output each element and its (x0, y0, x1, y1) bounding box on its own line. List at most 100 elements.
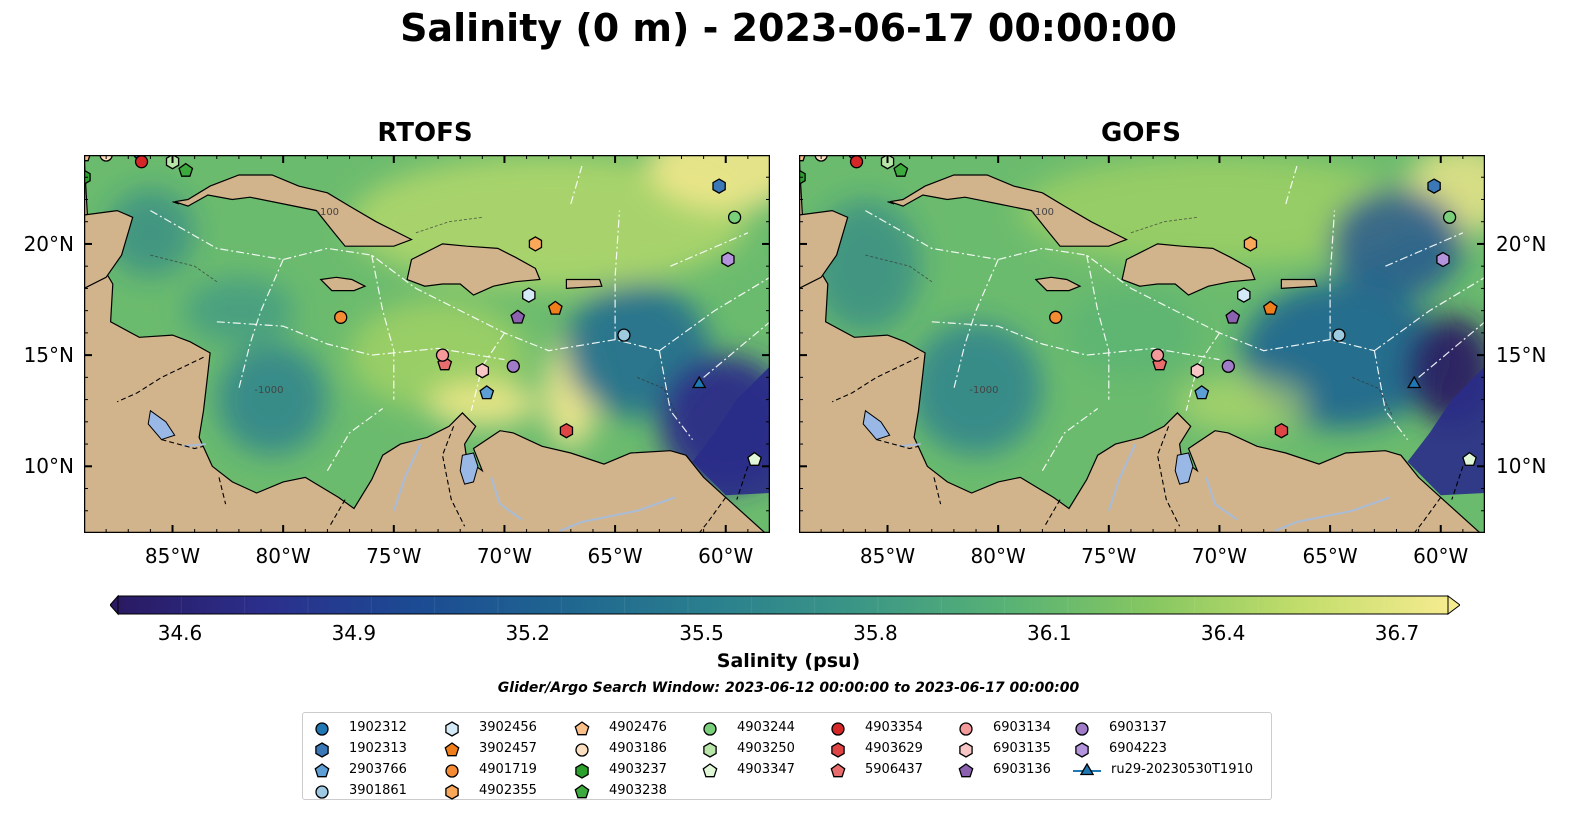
legend-item-6903136: 6903136 (957, 759, 1051, 780)
float-marker-6903135 (475, 362, 490, 379)
eez-boundary (570, 165, 583, 205)
eez-boundary (1418, 321, 1485, 378)
float-marker-3901861 (1332, 328, 1346, 342)
country-border (329, 499, 346, 527)
eez-boundary (371, 254, 395, 400)
legend-symbol (315, 721, 329, 736)
search-window-text: Glider/Argo Search Window: 2023-06-12 00… (497, 680, 1080, 696)
legend-label: 6903134 (993, 720, 1051, 735)
legend-label: 4903250 (737, 741, 795, 756)
float-marker-6904223 (721, 251, 735, 268)
river (490, 477, 523, 521)
legend-symbol (830, 762, 846, 777)
float-marker-4903629 (1274, 422, 1289, 439)
legend-label: 4903347 (737, 762, 795, 777)
legend-label: ru29-20230530T1910 (1111, 762, 1254, 777)
legend-marker-icon (445, 720, 459, 737)
float-marker-2903766 (479, 385, 495, 400)
lat-tick-label-right: 10°N (1496, 454, 1547, 479)
legend-item-6903134: 6903134 (957, 717, 1051, 738)
land-westland (799, 155, 1485, 533)
legend-symbol (575, 762, 589, 779)
legend-symbol (958, 762, 974, 777)
legend-item-3901861: 3901861 (313, 780, 407, 801)
salinity-patch (216, 344, 328, 456)
legend-label: 4903186 (609, 741, 667, 756)
legend-item-6903135: 6903135 (957, 738, 1051, 759)
legend-item-4903237: 4903237 (573, 759, 667, 780)
legend-label: 4903354 (865, 720, 923, 735)
river (1205, 477, 1238, 521)
eez-boundary (150, 210, 660, 352)
legend-item-4903238: 4903238 (573, 780, 667, 801)
legend-symbol (702, 762, 718, 777)
land-jamaica (1034, 276, 1082, 292)
float-marker-3901861 (617, 328, 631, 342)
lon-tick-label: 65°W (587, 544, 643, 568)
eez-boundary (1086, 254, 1110, 400)
legend-item-5906437: 5906437 (829, 759, 923, 780)
lat-tick-label-left: 15°N (23, 343, 74, 368)
float-marker-6903135 (1190, 362, 1205, 379)
float-marker-3902456 (1237, 287, 1251, 303)
legend-marker-icon (1073, 762, 1101, 775)
legend-label: 4902355 (479, 783, 537, 798)
bathymetry-contour (865, 254, 933, 283)
eez-boundary (1285, 165, 1298, 205)
legend-marker-icon (574, 783, 590, 798)
legend-item-3902456: 3902456 (443, 717, 537, 738)
float-marker-4903244 (727, 210, 742, 224)
legend-label: 4903237 (609, 762, 667, 777)
eez-boundary (238, 259, 284, 389)
bathymetry-contour (1130, 216, 1198, 234)
legend-label: 6903135 (993, 741, 1051, 756)
country-border (161, 439, 204, 450)
salinity-patch (1330, 188, 1463, 300)
land-yucatan (84, 155, 134, 290)
eez-boundary (931, 321, 1220, 361)
country-border (698, 497, 727, 533)
legend-marker-icon (574, 720, 590, 735)
legend-symbol (315, 784, 329, 799)
legend-symbol (703, 721, 717, 736)
country-border (876, 439, 919, 450)
lon-tick-label: 65°W (1302, 544, 1358, 568)
eez-boundary (670, 232, 749, 267)
legend-symbol (445, 763, 459, 778)
legend-item-ru29-20230530T1910: ru29-20230530T1910 (1073, 759, 1253, 780)
legend-label: 4902476 (609, 720, 667, 735)
land-jamaica (319, 276, 367, 292)
float-marker-4903354 (134, 155, 149, 169)
legend-marker-icon (444, 741, 460, 756)
panel-title-rtofs: RTOFS (377, 118, 473, 148)
float-marker-4901719 (1049, 310, 1063, 324)
legend-symbol (575, 742, 589, 757)
legend-marker-icon (958, 762, 974, 777)
legend-label: 6904223 (1109, 741, 1167, 756)
lon-tick-label: 85°W (859, 544, 916, 568)
float-marker-6903136 (1225, 309, 1241, 324)
float-marker-ru29-20230530T1910 (691, 375, 707, 389)
legend-marker-icon (831, 741, 845, 758)
legend-label: 2903766 (349, 762, 407, 777)
legend-symbol (315, 741, 329, 758)
colorbar-tick-label: 35.5 (679, 621, 724, 645)
float-marker-4901719 (334, 310, 348, 324)
legend-item-1902312: 1902312 (313, 717, 407, 738)
legend-item-4903250: 4903250 (701, 738, 795, 759)
land-puertorico (565, 278, 603, 290)
legend-item-4903629: 4903629 (829, 738, 923, 759)
legend-item-1902313: 1902313 (313, 738, 407, 759)
land-hispaniola (1121, 243, 1256, 296)
float-marker-ru29-20230530T1910 (1406, 375, 1422, 389)
float-marker-6903134 (1150, 348, 1165, 362)
colorbar (110, 594, 1460, 616)
legend-label: 4903244 (737, 720, 795, 735)
legend-symbol (445, 720, 459, 737)
eez-boundary (1041, 408, 1099, 472)
river (183, 443, 206, 448)
legend-marker-icon (959, 741, 973, 758)
legend-symbol (831, 721, 845, 736)
eez-boundary (614, 210, 621, 340)
float-marker-1902313 (712, 178, 726, 194)
